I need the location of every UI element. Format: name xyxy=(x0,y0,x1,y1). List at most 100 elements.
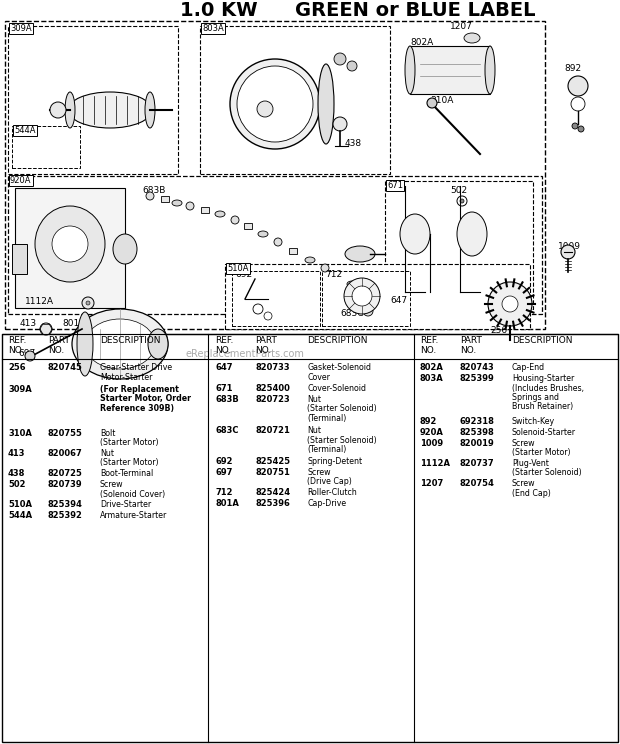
Ellipse shape xyxy=(148,329,168,359)
Text: 820733: 820733 xyxy=(255,363,290,372)
Text: 892: 892 xyxy=(420,417,437,426)
Text: Cap-End: Cap-End xyxy=(512,363,545,372)
Text: Solenoid-Starter: Solenoid-Starter xyxy=(512,428,576,437)
Bar xyxy=(322,271,410,326)
Text: Screw: Screw xyxy=(307,468,330,477)
Text: 920A: 920A xyxy=(420,428,444,437)
Text: 712: 712 xyxy=(215,488,232,497)
Text: 803A: 803A xyxy=(202,24,224,33)
Bar xyxy=(410,46,490,94)
Text: 820745: 820745 xyxy=(48,363,83,372)
Text: 1207: 1207 xyxy=(420,479,443,488)
Circle shape xyxy=(427,98,437,108)
Text: (Starter Solenoid): (Starter Solenoid) xyxy=(512,469,582,478)
Circle shape xyxy=(568,76,588,96)
Text: Cap-Drive: Cap-Drive xyxy=(307,499,346,508)
Circle shape xyxy=(257,101,273,117)
Text: 825424: 825424 xyxy=(255,488,290,497)
Text: 697: 697 xyxy=(18,349,35,358)
Ellipse shape xyxy=(65,92,75,128)
Text: 825396: 825396 xyxy=(255,499,290,508)
Text: REF.
NO.: REF. NO. xyxy=(215,336,233,356)
Text: 820067: 820067 xyxy=(48,449,82,458)
Circle shape xyxy=(571,97,585,111)
Text: 825400: 825400 xyxy=(255,384,290,393)
Text: 510A: 510A xyxy=(8,500,32,509)
Bar xyxy=(334,273,342,279)
Text: 820725: 820725 xyxy=(48,469,83,478)
Text: 502: 502 xyxy=(8,480,25,489)
Bar xyxy=(5,21,545,329)
Text: 413: 413 xyxy=(8,449,25,458)
Text: 683B: 683B xyxy=(142,186,166,195)
Text: 309A: 309A xyxy=(8,385,32,394)
Text: Drive-Starter: Drive-Starter xyxy=(100,500,151,509)
Text: 920A: 920A xyxy=(10,176,32,185)
Text: 712: 712 xyxy=(325,270,342,279)
Bar xyxy=(289,248,297,254)
Text: Nut: Nut xyxy=(307,426,321,435)
Text: PART
NO.: PART NO. xyxy=(460,336,482,356)
Bar xyxy=(15,188,125,308)
Text: Screw: Screw xyxy=(512,479,536,488)
Ellipse shape xyxy=(77,312,93,376)
Text: Plug-Vent: Plug-Vent xyxy=(512,459,549,468)
Text: 502: 502 xyxy=(450,186,467,195)
Text: 803A: 803A xyxy=(420,374,444,383)
Text: 683B: 683B xyxy=(215,395,239,404)
Text: 683C: 683C xyxy=(215,426,239,435)
Text: (Starter Motor): (Starter Motor) xyxy=(512,449,570,458)
Circle shape xyxy=(86,301,90,305)
Text: 310A: 310A xyxy=(430,96,453,105)
Text: REF.
NO.: REF. NO. xyxy=(420,336,438,356)
Text: 820755: 820755 xyxy=(48,429,83,438)
Text: REF.
NO.: REF. NO. xyxy=(8,336,27,356)
Text: DESCRIPTION: DESCRIPTION xyxy=(307,336,368,345)
Bar xyxy=(161,196,169,202)
Text: (Terminal): (Terminal) xyxy=(307,414,346,423)
Text: 820751: 820751 xyxy=(255,468,290,477)
Text: PART
NO.: PART NO. xyxy=(255,336,277,356)
Text: Springs and: Springs and xyxy=(512,393,559,402)
Text: 692318: 692318 xyxy=(460,417,495,426)
Text: Roller-Clutch: Roller-Clutch xyxy=(307,488,356,497)
Circle shape xyxy=(561,245,575,259)
Text: 309A: 309A xyxy=(10,24,32,33)
Text: 310A: 310A xyxy=(8,429,32,438)
Text: 820754: 820754 xyxy=(460,479,495,488)
Text: Spring-Detent: Spring-Detent xyxy=(307,457,362,466)
Ellipse shape xyxy=(400,214,430,254)
Text: Starter Motor, Order: Starter Motor, Order xyxy=(100,394,191,403)
Circle shape xyxy=(82,297,94,309)
Text: 647: 647 xyxy=(390,296,407,305)
Circle shape xyxy=(52,226,88,262)
Text: Gasket-Solenoid: Gasket-Solenoid xyxy=(307,363,371,372)
Ellipse shape xyxy=(215,211,225,217)
Ellipse shape xyxy=(35,206,105,282)
Ellipse shape xyxy=(405,46,415,94)
Ellipse shape xyxy=(347,281,357,287)
Bar xyxy=(8,26,178,174)
Text: Armature-Starter: Armature-Starter xyxy=(100,511,167,520)
Text: Switch-Key: Switch-Key xyxy=(512,417,555,426)
Circle shape xyxy=(274,238,282,246)
Bar xyxy=(12,126,80,168)
Ellipse shape xyxy=(85,319,155,369)
Text: 671: 671 xyxy=(387,181,403,190)
Ellipse shape xyxy=(172,200,182,206)
Text: (Starter Solenoid): (Starter Solenoid) xyxy=(307,435,376,444)
Text: 820723: 820723 xyxy=(255,395,290,404)
Ellipse shape xyxy=(345,246,375,262)
Bar xyxy=(12,244,27,274)
Bar xyxy=(8,176,542,314)
Text: 671: 671 xyxy=(215,384,232,393)
Text: 647: 647 xyxy=(215,363,232,372)
Text: 544A: 544A xyxy=(14,126,35,135)
Text: 820737: 820737 xyxy=(460,459,495,468)
Ellipse shape xyxy=(258,231,268,237)
Text: (Starter Motor): (Starter Motor) xyxy=(100,458,159,467)
Text: Nut: Nut xyxy=(307,395,321,404)
Circle shape xyxy=(344,278,380,314)
Text: Screw: Screw xyxy=(100,480,123,489)
Bar xyxy=(244,223,252,229)
